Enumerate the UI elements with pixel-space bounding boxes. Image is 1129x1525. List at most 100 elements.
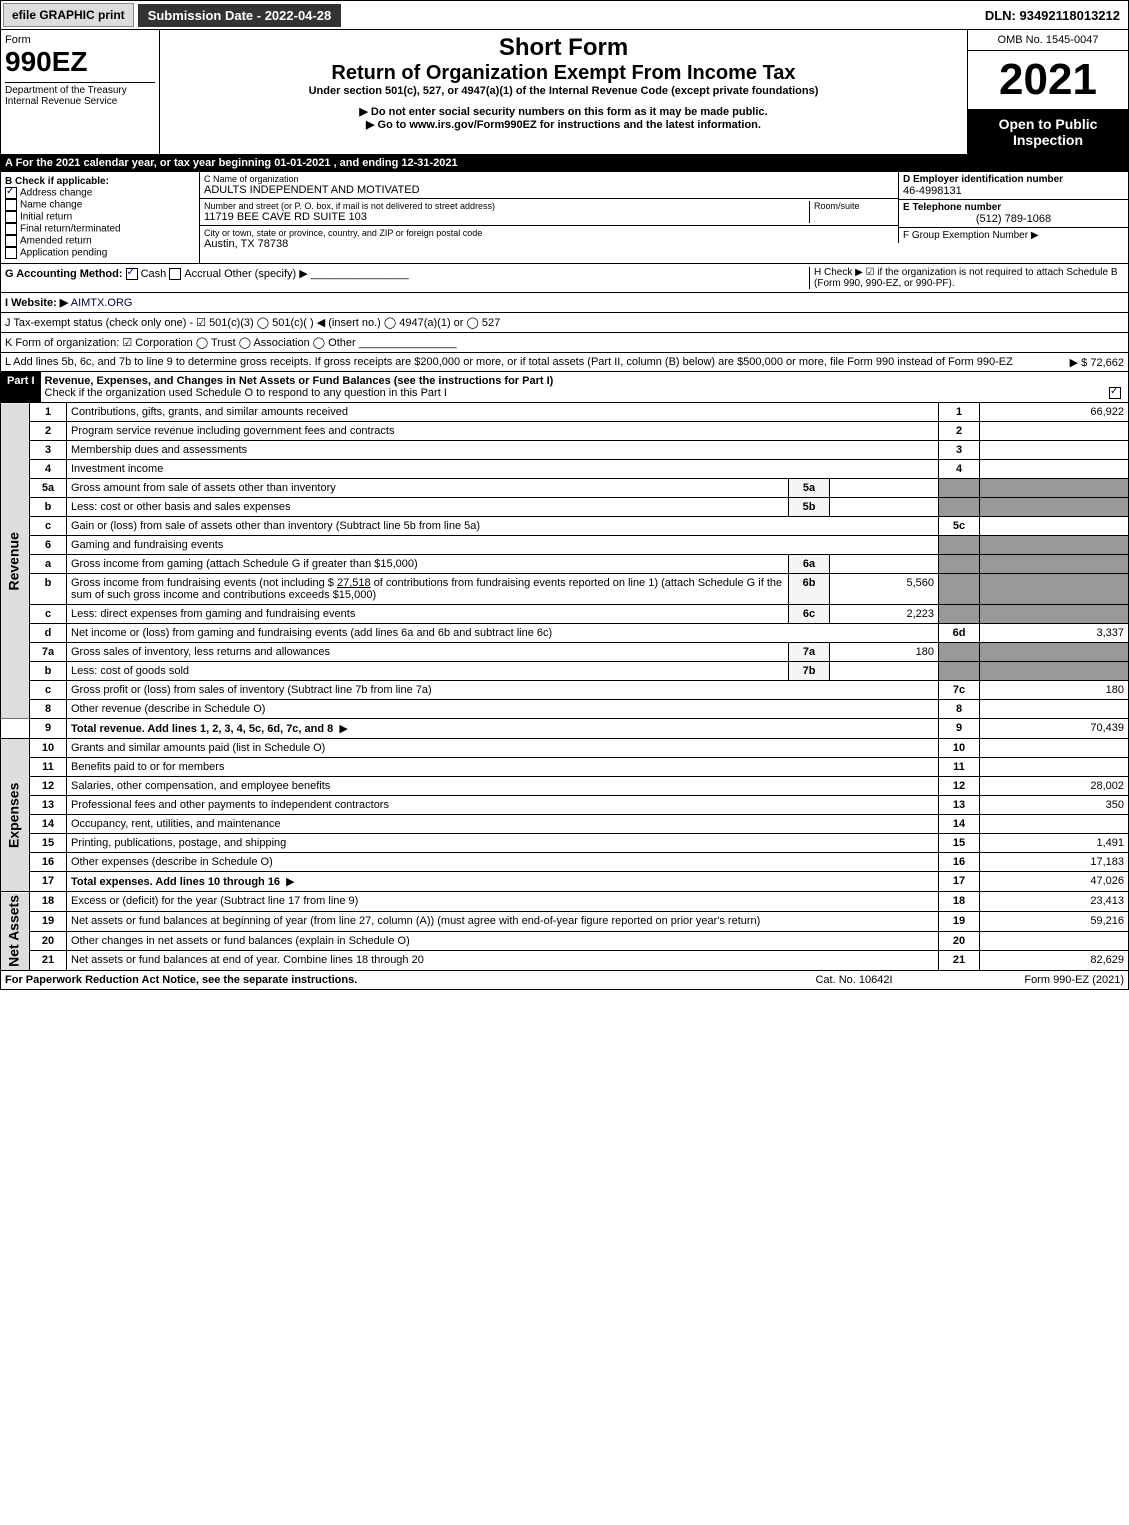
check-cash[interactable] — [126, 268, 138, 280]
line-4-val — [980, 460, 1129, 479]
line-6b-sub: 5,560 — [830, 574, 939, 605]
room-suite-label: Room/suite — [809, 201, 894, 223]
check-application-pending[interactable] — [5, 247, 17, 259]
ein-value: 46-4998131 — [903, 185, 1124, 197]
line-5a-desc: Gross amount from sale of assets other t… — [71, 482, 336, 494]
line-5b-sub — [830, 498, 939, 517]
part1-check-text: Check if the organization used Schedule … — [45, 387, 447, 399]
line-10-val — [980, 739, 1129, 758]
section-k: K Form of organization: ☑ Corporation ◯ … — [0, 333, 1129, 353]
k-text: K Form of organization: ☑ Corporation ◯ … — [5, 337, 356, 349]
netassets-side-label: Net Assets — [1, 892, 30, 971]
i-label: I Website: ▶ — [5, 297, 68, 309]
section-a: A For the 2021 calendar year, or tax yea… — [0, 155, 1129, 172]
line-7a-desc: Gross sales of inventory, less returns a… — [71, 646, 330, 658]
line-5a-sub — [830, 479, 939, 498]
dln-number: DLN: 93492118013212 — [977, 4, 1128, 27]
b-item-3: Final return/terminated — [20, 224, 121, 235]
irs-label: Internal Revenue Service — [5, 96, 155, 107]
line-13-val: 350 — [980, 796, 1129, 815]
b-item-2: Initial return — [20, 212, 72, 223]
revenue-side-label: Revenue — [1, 403, 30, 719]
line-21-val: 82,629 — [980, 951, 1129, 971]
org-name: ADULTS INDEPENDENT AND MOTIVATED — [204, 184, 894, 196]
line-6a-sub — [830, 555, 939, 574]
line-6a-desc: Gross income from gaming (attach Schedul… — [71, 558, 418, 570]
form-title: Return of Organization Exempt From Incom… — [164, 62, 963, 85]
line-11-desc: Benefits paid to or for members — [71, 761, 224, 773]
check-accrual[interactable] — [169, 268, 181, 280]
line-9-desc: Total revenue. Add lines 1, 2, 3, 4, 5c,… — [71, 723, 333, 735]
form-label: Form — [5, 34, 155, 46]
line-5b-desc: Less: cost or other basis and sales expe… — [71, 501, 291, 513]
section-j: J Tax-exempt status (check only one) - ☑… — [0, 313, 1129, 333]
line-7b-desc: Less: cost of goods sold — [71, 665, 189, 677]
tax-year: 2021 — [968, 51, 1128, 110]
goto-link[interactable]: ▶ Go to www.irs.gov/Form990EZ for instru… — [164, 118, 963, 131]
j-text: J Tax-exempt status (check only one) - ☑… — [5, 317, 500, 329]
efile-print-button[interactable]: efile GRAPHIC print — [3, 3, 134, 27]
footer-right: Form 990-EZ (2021) — [944, 974, 1124, 986]
check-initial-return[interactable] — [5, 211, 17, 223]
line-15-val: 1,491 — [980, 834, 1129, 853]
line-18-val: 23,413 — [980, 892, 1129, 912]
open-inspection: Open to Public Inspection — [968, 110, 1128, 154]
line-8-desc: Other revenue (describe in Schedule O) — [71, 703, 265, 715]
part1-schedule-o-check[interactable] — [1109, 387, 1121, 399]
line-7b-sub — [830, 662, 939, 681]
form-subtitle: Under section 501(c), 527, or 4947(a)(1)… — [164, 85, 963, 97]
line-6-desc: Gaming and fundraising events — [71, 539, 223, 551]
expenses-side-label: Expenses — [1, 739, 30, 892]
line-19-desc: Net assets or fund balances at beginning… — [71, 915, 760, 927]
footer-cat: Cat. No. 10642I — [764, 974, 944, 986]
line-6d-val: 3,337 — [980, 624, 1129, 643]
line-3-desc: Membership dues and assessments — [71, 444, 247, 456]
line-2-val — [980, 422, 1129, 441]
b-item-1: Name change — [20, 200, 82, 211]
line-11-val — [980, 758, 1129, 777]
line-17-desc: Total expenses. Add lines 10 through 16 — [71, 876, 280, 888]
section-b-label: B Check if applicable: — [5, 176, 195, 187]
g-label: G Accounting Method: — [5, 268, 123, 280]
line-12-val: 28,002 — [980, 777, 1129, 796]
website-link[interactable]: AIMTX.ORG — [71, 297, 133, 309]
line-6c-sub: 2,223 — [830, 605, 939, 624]
line-4-desc: Investment income — [71, 463, 163, 475]
line-16-val: 17,183 — [980, 853, 1129, 872]
line-8-val — [980, 700, 1129, 719]
line-20-desc: Other changes in net assets or fund bala… — [71, 935, 410, 947]
line-16-desc: Other expenses (describe in Schedule O) — [71, 856, 273, 868]
line-5c-val — [980, 517, 1129, 536]
line-18-desc: Excess or (deficit) for the year (Subtra… — [71, 895, 358, 907]
line-1-no: 1 — [30, 403, 67, 422]
l-amount: ▶ $ 72,662 — [1070, 356, 1124, 369]
top-bar: efile GRAPHIC print Submission Date - 20… — [0, 0, 1129, 30]
org-city: Austin, TX 78738 — [204, 238, 894, 250]
check-address-change[interactable] — [5, 187, 17, 199]
lines-table: Revenue 1 Contributions, gifts, grants, … — [0, 403, 1129, 971]
line-13-desc: Professional fees and other payments to … — [71, 799, 389, 811]
page-footer: For Paperwork Reduction Act Notice, see … — [0, 971, 1129, 990]
line-17-val: 47,026 — [980, 872, 1129, 892]
omb-number: OMB No. 1545-0047 — [968, 30, 1128, 51]
line-3-val — [980, 441, 1129, 460]
check-amended-return[interactable] — [5, 235, 17, 247]
org-info-block: B Check if applicable: Address change Na… — [0, 172, 1129, 264]
check-final-return[interactable] — [5, 223, 17, 235]
line-10-desc: Grants and similar amounts paid (list in… — [71, 742, 325, 754]
c-city-label: City or town, state or province, country… — [204, 228, 894, 238]
line-14-val — [980, 815, 1129, 834]
section-l: L Add lines 5b, 6c, and 7b to line 9 to … — [0, 353, 1129, 372]
d-ein-label: D Employer identification number — [903, 174, 1124, 185]
form-number: 990EZ — [5, 46, 155, 78]
c-addr-label: Number and street (or P. O. box, if mail… — [204, 201, 809, 211]
g-other: Other (specify) ▶ — [224, 268, 308, 280]
line-1-val: 66,922 — [980, 403, 1129, 422]
c-name-label: C Name of organization — [204, 174, 894, 184]
line-6d-desc: Net income or (loss) from gaming and fun… — [71, 627, 552, 639]
line-20-val — [980, 931, 1129, 951]
check-name-change[interactable] — [5, 199, 17, 211]
line-14-desc: Occupancy, rent, utilities, and maintena… — [71, 818, 281, 830]
org-address: 11719 BEE CAVE RD SUITE 103 — [204, 211, 809, 223]
b-item-0: Address change — [20, 188, 92, 199]
